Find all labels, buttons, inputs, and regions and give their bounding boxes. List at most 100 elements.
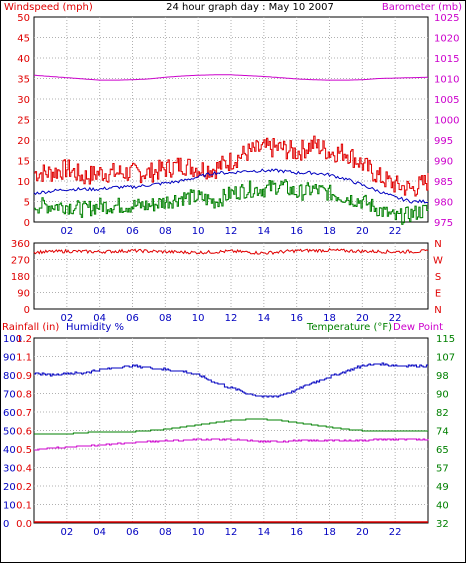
y-temp-tick-label: 107: [436, 353, 455, 364]
y-right-tick-label: 980: [434, 198, 453, 209]
x-tick-label: 16: [290, 313, 303, 324]
y-right-tick-label: S: [435, 272, 441, 283]
x-tick-label: 18: [323, 226, 336, 237]
y-rain-tick-label: 0.5: [16, 445, 32, 456]
x-tick-label: 06: [126, 313, 139, 324]
y-rain-tick-label: 1.2: [16, 334, 32, 345]
y-left-tick-label: 35: [17, 75, 30, 86]
y-left-tick-label: 50: [17, 13, 30, 24]
y-left-tick-label: 25: [17, 116, 30, 127]
y-right-tick-label: 995: [434, 136, 453, 147]
y-humidity-tick-label: 80: [3, 371, 16, 382]
y-humidity-tick-label: 40: [3, 445, 16, 456]
rainfall-label: Rainfall (in): [2, 322, 59, 333]
y-rain-tick-label: 0.6: [16, 427, 32, 438]
y-right-tick-label: 1020: [434, 34, 459, 45]
series-line-blue: [33, 168, 429, 204]
series-line-red: [34, 135, 429, 197]
y-left-tick-label: 30: [17, 95, 30, 106]
y-left-tick-label: 40: [17, 54, 30, 65]
x-tick-label: 04: [93, 226, 106, 237]
y-humidity-tick-label: 20: [3, 482, 16, 493]
series-line-red: [33, 247, 429, 255]
x-tick-label: 12: [225, 313, 238, 324]
header-windspeed-label: Windspeed (mph): [4, 2, 93, 13]
y-left-tick-label: 270: [11, 256, 30, 267]
temperature-label: Temperature (°F): [306, 322, 392, 333]
dewpoint-label: Dew Point: [393, 322, 443, 333]
series-line-blue: [34, 362, 428, 398]
chart-panel-wind-barometer: 02 04 06 08 10 12 14 16 18 20 22 0 975 5 980 10 985 15 990…: [17, 13, 459, 237]
x-tick-label: 16: [290, 226, 303, 237]
x-tick-label: 10: [192, 527, 205, 538]
x-tick-label: 04: [93, 313, 106, 324]
header-barometer-label: Barometer (mb): [382, 2, 462, 13]
y-left-tick-label: 0: [24, 305, 30, 316]
x-tick-label: 12: [225, 527, 238, 538]
x-tick-label: 08: [159, 527, 172, 538]
x-tick-label: 22: [389, 226, 402, 237]
y-rain-tick-label: 0.0: [16, 519, 32, 530]
y-humidity-tick-label: 0: [3, 519, 9, 530]
x-tick-label: 16: [290, 527, 303, 538]
y-right-tick-label: N: [434, 239, 441, 250]
header-title: 24 hour graph day : May 10 2007: [166, 2, 334, 13]
x-tick-label: 20: [356, 313, 369, 324]
x-tick-label: 14: [257, 226, 270, 237]
x-tick-label: 14: [257, 313, 270, 324]
y-humidity-tick-label: 90: [3, 353, 16, 364]
y-left-tick-label: 10: [17, 177, 30, 188]
x-tick-label: 22: [389, 527, 402, 538]
y-left-tick-label: 5: [24, 198, 30, 209]
y-left-tick-label: 0: [24, 218, 30, 229]
x-tick-label: 06: [126, 527, 139, 538]
y-right-tick-label: N: [434, 305, 441, 316]
y-rain-tick-label: 0.2: [16, 482, 32, 493]
x-tick-label: 20: [356, 226, 369, 237]
y-temp-tick-label: 57: [436, 464, 449, 475]
y-right-tick-label: 1005: [434, 95, 459, 106]
y-rain-tick-label: 0.1: [16, 501, 32, 512]
y-right-tick-label: 985: [434, 177, 453, 188]
y-rain-tick-label: 0.9: [16, 371, 32, 382]
x-tick-label: 02: [60, 527, 73, 538]
series-line-green: [34, 418, 428, 435]
x-tick-label: 04: [93, 527, 106, 538]
x-tick-label: 14: [257, 527, 270, 538]
y-right-tick-label: 1025: [434, 13, 459, 24]
x-tick-label: 10: [192, 226, 205, 237]
y-humidity-tick-label: 100: [3, 334, 22, 345]
y-left-tick-label: 45: [17, 34, 30, 45]
y-temp-tick-label: 82: [436, 408, 449, 419]
y-right-tick-label: E: [435, 289, 441, 300]
y-left-tick-label: 20: [17, 136, 30, 147]
y-temp-tick-label: 49: [436, 482, 449, 493]
y-temp-tick-label: 65: [436, 445, 449, 456]
y-temp-tick-label: 32: [436, 519, 449, 530]
x-tick-label: 08: [159, 313, 172, 324]
y-temp-tick-label: 98: [436, 371, 449, 382]
y-humidity-tick-label: 30: [3, 464, 16, 475]
y-left-tick-label: 15: [17, 157, 30, 168]
y-rain-tick-label: 0.7: [16, 408, 32, 419]
x-tick-label: 02: [60, 313, 73, 324]
x-tick-label: 10: [192, 313, 205, 324]
series-line-magenta: [34, 438, 429, 451]
x-tick-label: 08: [159, 226, 172, 237]
y-right-tick-label: 1015: [434, 54, 459, 65]
y-temp-tick-label: 115: [436, 334, 455, 345]
x-tick-label: 22: [389, 313, 402, 324]
y-humidity-tick-label: 50: [3, 427, 16, 438]
x-tick-label: 18: [323, 527, 336, 538]
y-humidity-tick-label: 10: [3, 501, 16, 512]
y-right-tick-label: 975: [434, 218, 453, 229]
y-rain-tick-label: 0.4: [16, 464, 32, 475]
y-left-tick-label: 180: [11, 272, 30, 283]
x-tick-label: 12: [225, 226, 238, 237]
y-temp-tick-label: 40: [436, 501, 449, 512]
x-tick-label: 18: [323, 313, 336, 324]
y-humidity-tick-label: 70: [3, 390, 16, 401]
